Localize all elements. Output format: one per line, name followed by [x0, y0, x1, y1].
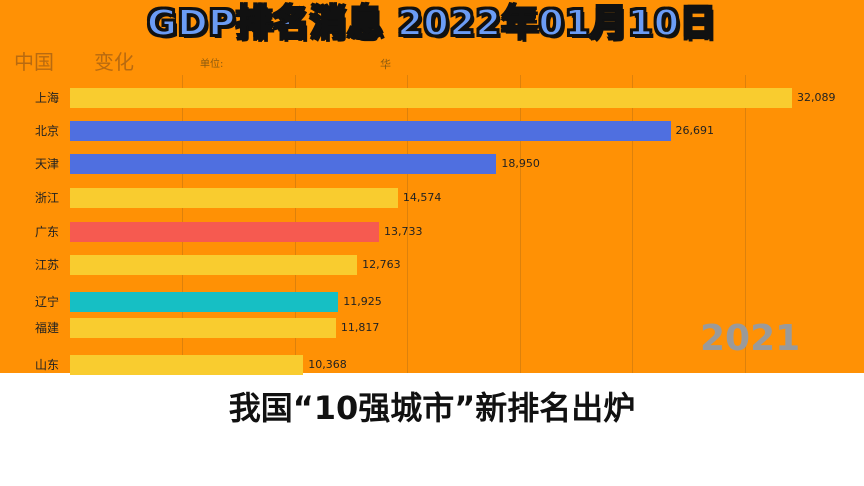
value-label: 11,925	[343, 295, 382, 308]
value-label: 32,089	[797, 91, 836, 104]
background-title-start: 中国	[14, 50, 54, 74]
background-unit-label: 单位:	[200, 59, 224, 70]
value-label: 26,691	[675, 124, 715, 137]
background-chart-title: 中国 变化	[14, 50, 134, 74]
value-label: 10,368	[308, 358, 347, 371]
bar	[70, 222, 379, 242]
overlay-title: GDP排名消息 2022年01月10日	[146, 2, 717, 45]
bar	[70, 121, 671, 141]
category-label: 浙江	[35, 191, 60, 205]
bar-chart: 中国 变化 单位: 华 上海 32,089 北京 26,691 天津 18,950 浙江 14…	[0, 0, 864, 375]
category-label: 辽宁	[35, 295, 60, 309]
category-label: 山东	[35, 358, 60, 372]
value-label: 14,574	[402, 191, 442, 204]
subtitle-caption: 我国“10强城市”新排名出炉	[228, 389, 636, 427]
bar	[70, 318, 336, 338]
category-label: 北京	[35, 124, 60, 138]
category-label: 福建	[35, 321, 60, 335]
gridline	[519, 75, 521, 373]
category-label: 上海	[35, 91, 60, 105]
bar	[70, 154, 497, 174]
year-label: 2021	[700, 318, 801, 359]
category-label: 天津	[35, 157, 60, 171]
bar	[70, 255, 358, 275]
value-label: 12,763	[362, 258, 401, 271]
value-label: 18,950	[501, 157, 540, 170]
category-label: 江苏	[35, 258, 60, 272]
background-source-label: 华	[380, 58, 391, 71]
gridline	[632, 75, 634, 373]
category-label: 广东	[35, 225, 60, 239]
gridline	[407, 75, 409, 373]
bar	[70, 188, 398, 208]
value-label: 11,817	[340, 321, 380, 334]
background-title-end: 变化	[94, 50, 134, 74]
value-label: 13,733	[383, 225, 423, 238]
bar	[70, 355, 304, 375]
bar	[70, 292, 339, 312]
gridline	[744, 75, 746, 373]
bar	[70, 88, 792, 108]
